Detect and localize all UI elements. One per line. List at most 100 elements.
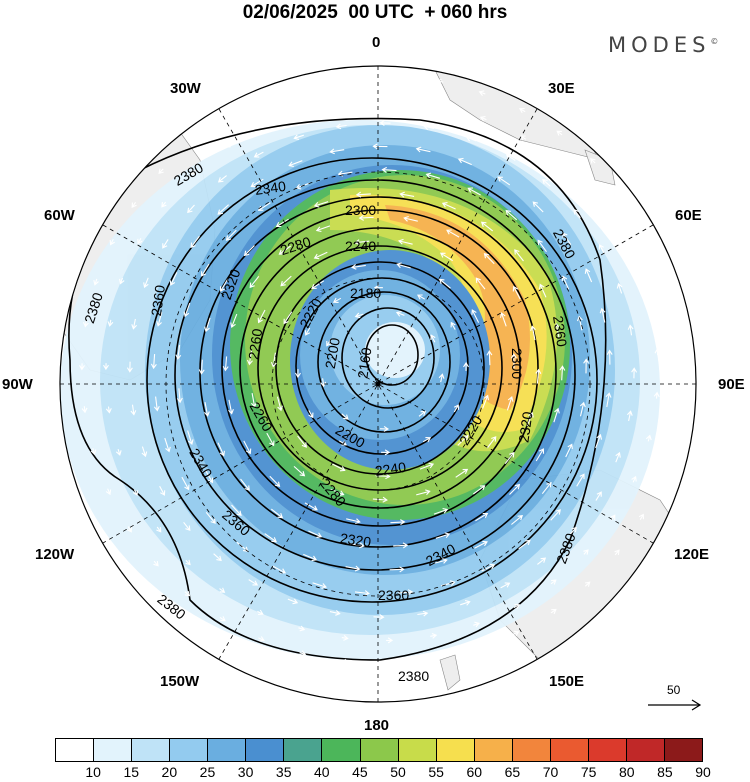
wind-vector bbox=[126, 526, 132, 533]
wind-vector bbox=[156, 526, 162, 533]
wind-vector bbox=[225, 229, 237, 241]
wind-vector bbox=[243, 440, 252, 455]
wind-vector bbox=[264, 94, 272, 101]
lon-label-150w: 150W bbox=[160, 673, 200, 690]
wind-vector bbox=[253, 151, 264, 158]
wind-vector bbox=[433, 558, 448, 565]
wind-vector bbox=[105, 488, 112, 496]
wind-vector bbox=[486, 350, 493, 366]
contour-label: 2340 bbox=[254, 178, 287, 198]
wind-vector bbox=[393, 97, 401, 103]
wind-vector bbox=[225, 142, 232, 148]
wind-vector bbox=[348, 74, 356, 81]
wind-vector bbox=[475, 512, 489, 522]
modes-logo: MODES© bbox=[608, 33, 718, 57]
wind-vector bbox=[219, 616, 226, 622]
lon-label-90e: 90E bbox=[718, 376, 745, 393]
wind-vector bbox=[511, 515, 524, 525]
wind-vector bbox=[270, 508, 284, 519]
wind-vector bbox=[438, 373, 445, 383]
contour-2300 bbox=[221, 209, 539, 527]
wind-vector bbox=[395, 311, 405, 317]
wind-vector bbox=[565, 443, 573, 458]
wind-vector bbox=[184, 590, 191, 597]
wind-vector bbox=[240, 478, 250, 491]
wind-vector bbox=[660, 264, 667, 272]
wind-vector bbox=[264, 533, 277, 543]
wind-vector bbox=[305, 81, 313, 88]
wind-vector bbox=[550, 509, 561, 521]
wind-vector bbox=[512, 285, 521, 300]
wind-vector bbox=[341, 413, 349, 420]
geopotential-contours bbox=[68, 117, 607, 661]
lon-label-30w: 30W bbox=[170, 80, 201, 97]
wind-vector bbox=[535, 448, 545, 462]
wind-vector bbox=[275, 218, 289, 228]
wind-vector bbox=[379, 425, 390, 432]
wind-vector bbox=[329, 148, 345, 155]
wind-vector bbox=[159, 485, 166, 496]
colorbar-tick-label: 15 bbox=[123, 764, 140, 780]
wind-vector bbox=[472, 646, 480, 653]
wind-vector bbox=[249, 275, 260, 289]
wind-vector bbox=[293, 465, 306, 477]
wind-vector bbox=[381, 449, 391, 456]
colorbar-swatch bbox=[550, 739, 589, 761]
colorbar-tick-label: 30 bbox=[237, 764, 254, 780]
wind-vector bbox=[187, 204, 195, 214]
wind-vector bbox=[439, 252, 453, 262]
wind-vector bbox=[132, 489, 139, 496]
wind-vector bbox=[483, 252, 495, 265]
colorbar-tick-label: 20 bbox=[161, 764, 178, 780]
wind-vector bbox=[348, 98, 356, 104]
wind-vector bbox=[457, 434, 469, 446]
wind-vector bbox=[403, 215, 418, 222]
wind-vector bbox=[474, 540, 488, 549]
wind-vector bbox=[153, 560, 159, 567]
contour-2180 bbox=[341, 307, 435, 409]
wind-vector bbox=[313, 201, 329, 208]
wind-vector bbox=[373, 614, 385, 620]
wind-vector bbox=[222, 356, 229, 372]
wind-vector bbox=[386, 637, 394, 644]
wind-vector bbox=[293, 134, 304, 141]
wind-vector bbox=[553, 407, 560, 423]
wind-vector bbox=[305, 106, 313, 112]
wind-vector bbox=[204, 469, 214, 484]
wind-vector bbox=[473, 621, 480, 628]
reference-vector-arrow bbox=[648, 699, 702, 711]
wind-vector bbox=[512, 630, 520, 637]
wind-vector bbox=[103, 363, 109, 371]
lon-label-120w: 120W bbox=[35, 546, 75, 563]
wind-vector bbox=[137, 238, 143, 245]
wind-vector bbox=[590, 158, 596, 164]
wind-vector bbox=[539, 283, 547, 298]
colorbar-tick-label: 40 bbox=[314, 764, 330, 780]
colorbar-tick-label: 70 bbox=[542, 764, 559, 780]
wind-vector bbox=[280, 275, 292, 287]
wind-vector bbox=[386, 660, 394, 667]
wind-vector bbox=[342, 658, 350, 665]
wind-vector bbox=[162, 239, 169, 249]
wind-vector bbox=[537, 557, 547, 565]
colorbar-tick-label: 75 bbox=[580, 764, 597, 780]
wind-vector bbox=[304, 327, 311, 336]
wind-vector bbox=[90, 448, 97, 456]
wind-vector bbox=[550, 579, 557, 585]
wind-vector bbox=[433, 507, 449, 515]
wind-vector bbox=[518, 539, 531, 550]
wind-vector bbox=[358, 214, 374, 221]
colorbar-swatch bbox=[246, 739, 285, 761]
wind-vector bbox=[332, 463, 346, 472]
wind-vector bbox=[332, 297, 342, 303]
wind-vector bbox=[481, 563, 496, 572]
contour-label: 2360 bbox=[550, 315, 570, 348]
colorbar-ticks: 10 15 20 25 30 35 40 45 50 55 60 65 70 75 80 85 90 bbox=[55, 764, 710, 782]
wind-vector bbox=[615, 225, 621, 232]
wind-vector bbox=[372, 143, 388, 150]
landmass-new-zealand bbox=[439, 654, 461, 691]
wind-vector bbox=[115, 448, 122, 456]
wind-vector bbox=[653, 391, 660, 399]
wind-vector bbox=[422, 437, 432, 443]
